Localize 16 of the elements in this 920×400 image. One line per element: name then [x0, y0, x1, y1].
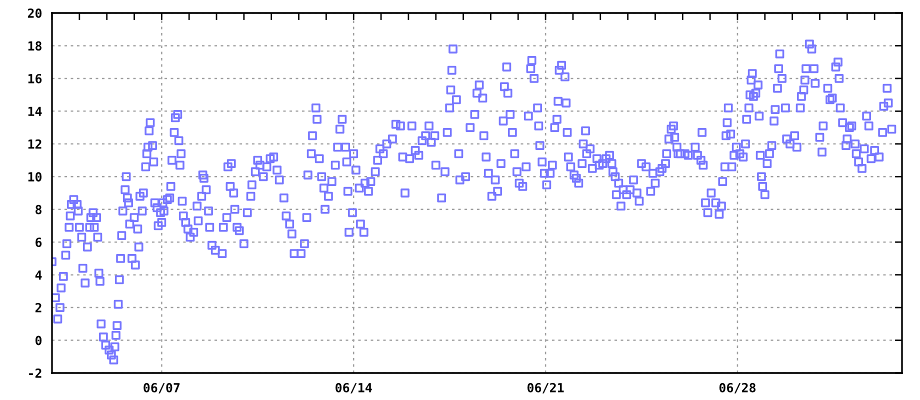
y-tick-label: 4	[35, 270, 42, 280]
x-tick-label: 06/21	[527, 382, 564, 394]
y-tick-label: 20	[28, 8, 42, 18]
y-tick-label: 16	[28, 74, 42, 84]
y-tick-label: 14	[28, 106, 42, 116]
y-tick-label: 0	[36, 336, 42, 346]
y-tick-label: 12	[28, 139, 42, 149]
y-tick-label: 8	[36, 204, 42, 214]
x-tick-label: 06/28	[719, 382, 756, 394]
x-tick-label: 06/14	[336, 382, 372, 394]
y-tick-label: 18	[28, 41, 42, 51]
y-tick-label: -2	[29, 368, 42, 378]
y-tick-label: 2	[35, 303, 42, 312]
x-tick-label: 06/07	[144, 382, 180, 394]
y-tick-label: 10	[28, 172, 42, 182]
y-tick-label: 6	[36, 238, 42, 248]
